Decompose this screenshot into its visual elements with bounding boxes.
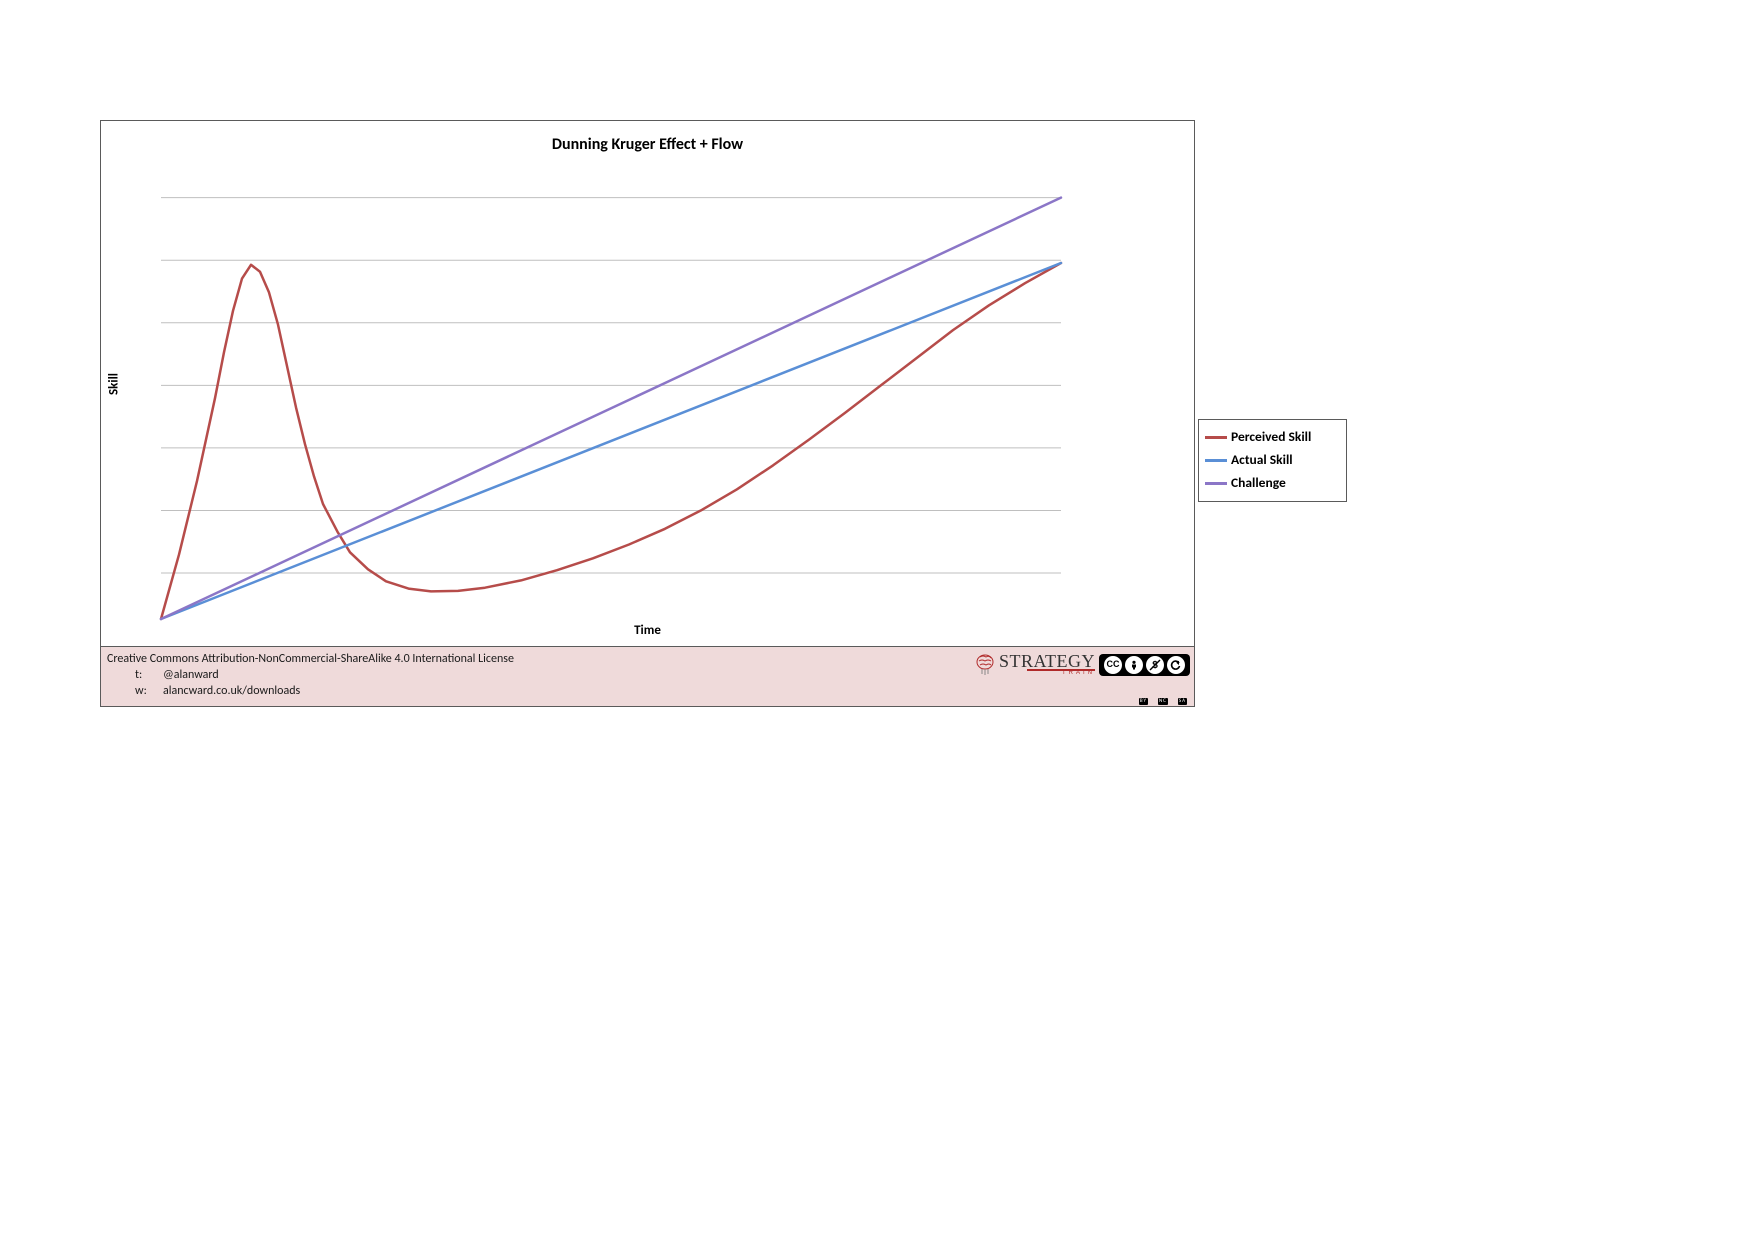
brand-logo: STRATEGY TRAIN xyxy=(974,653,1095,677)
by-icon xyxy=(1125,656,1143,674)
series-actual-skill xyxy=(161,263,1061,619)
brand-text-strategy: STRATEGY xyxy=(999,655,1095,669)
chart-area: Dunning Kruger Effect + Flow Skill Time … xyxy=(101,121,1194,646)
twitter-label: t: xyxy=(135,667,163,683)
legend-item-perceived-skill: Perceived Skill xyxy=(1205,426,1340,449)
legend-label: Actual Skill xyxy=(1231,449,1293,472)
legend-swatch xyxy=(1205,436,1227,439)
nc-icon: $ xyxy=(1146,656,1164,674)
brain-icon xyxy=(974,653,996,677)
footer: Creative Commons Attribution-NonCommerci… xyxy=(101,646,1194,706)
chart-frame: Dunning Kruger Effect + Flow Skill Time … xyxy=(100,120,1195,707)
x-axis-label: Time xyxy=(101,623,1194,638)
legend-item-challenge: Challenge xyxy=(1205,472,1340,495)
cc-badge: CC $ xyxy=(1099,654,1190,676)
legend-label: Challenge xyxy=(1231,472,1286,495)
legend-item-actual-skill: Actual Skill xyxy=(1205,449,1340,472)
web-label: w: xyxy=(135,683,163,699)
legend-label: Perceived Skill xyxy=(1231,426,1311,449)
page: Dunning Kruger Effect + Flow Skill Time … xyxy=(0,0,1754,1239)
legend-swatch xyxy=(1205,482,1227,485)
cc-by-label: BY xyxy=(1139,698,1148,705)
twitter-value: @alanward xyxy=(163,667,219,683)
legend: Perceived SkillActual SkillChallenge xyxy=(1198,419,1347,502)
cc-sa-label: SA xyxy=(1178,698,1187,705)
footer-right: STRATEGY TRAIN CC $ xyxy=(974,653,1190,677)
cc-nc-label: NC xyxy=(1158,698,1168,705)
cc-sublabels: CC BY NC SA xyxy=(1120,698,1187,705)
sa-icon xyxy=(1167,656,1185,674)
cc-icon: CC xyxy=(1104,656,1122,674)
brand-text-train: TRAIN xyxy=(999,671,1095,676)
chart-svg xyxy=(101,121,1194,646)
web-value: alancward.co.uk/downloads xyxy=(163,683,300,699)
web-row: w: alancward.co.uk/downloads xyxy=(107,683,1188,699)
legend-swatch xyxy=(1205,459,1227,462)
